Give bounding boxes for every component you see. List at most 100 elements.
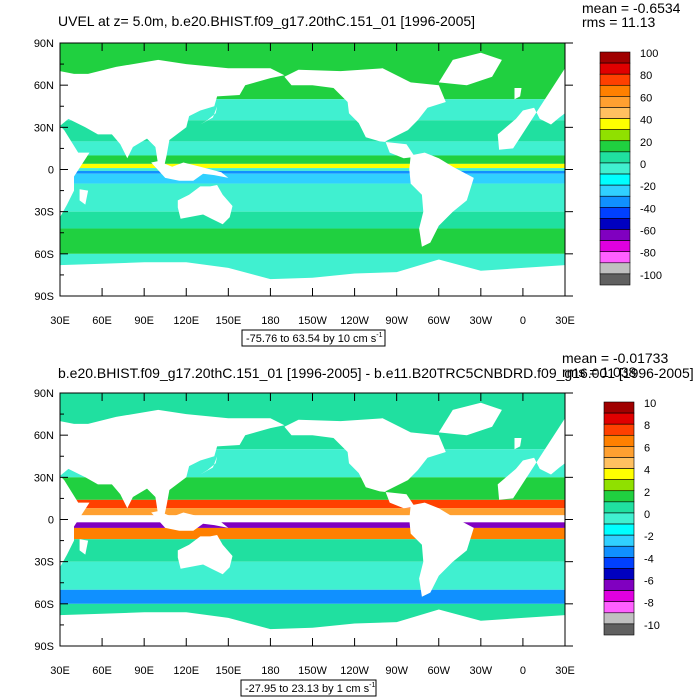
colorbar-swatch xyxy=(603,457,635,469)
land-mask xyxy=(60,259,565,296)
top-mean-label: mean = -0.6534 xyxy=(582,0,681,16)
land-mask xyxy=(177,185,233,225)
lon-tick-label: 60E xyxy=(92,665,112,677)
colorbar-label: 4 xyxy=(644,465,650,477)
bottom-range-label: -27.95 to 23.13 by 1 cm s-1 xyxy=(245,682,375,695)
colorbar-label: 8 xyxy=(644,420,650,432)
lon-tick-label: 60E xyxy=(92,315,112,327)
land-mask xyxy=(409,502,474,597)
lon-tick-label: 60W xyxy=(427,665,450,677)
field-band xyxy=(60,589,565,604)
colorbar-swatch xyxy=(603,423,635,436)
top-map-field xyxy=(59,42,566,297)
colorbar-label: 40 xyxy=(640,115,652,127)
lon-tick-label: 120E xyxy=(173,315,199,327)
colorbar-swatch xyxy=(599,173,631,186)
colorbar-swatch xyxy=(603,412,635,425)
lon-tick-label: 150W xyxy=(298,315,327,327)
bottom-map-title: b.e20.BHIST.f09_g17.20thC.151_01 [1996-2… xyxy=(58,365,694,381)
colorbar-swatch xyxy=(599,140,631,153)
bottom-colorbar: 10 8 6 4 2 0 -2 -4 -6 -8 -10 xyxy=(603,398,660,636)
colorbar-swatch xyxy=(599,51,631,64)
lat-tick-label: 90N xyxy=(34,38,54,50)
colorbar-swatch xyxy=(599,251,631,264)
colorbar-swatch xyxy=(603,601,635,614)
top-colorbar: 100 80 60 40 20 0 -20 -40 -60 -80 -100 xyxy=(599,48,662,286)
colorbar-swatch xyxy=(599,96,631,108)
bottom-range-box xyxy=(240,679,377,697)
lat-tick-label: 60S xyxy=(34,249,54,261)
colorbar-swatch xyxy=(603,623,635,636)
colorbar-label: -6 xyxy=(644,576,654,588)
colorbar-label: -20 xyxy=(640,181,656,193)
colorbar-swatch xyxy=(603,612,635,625)
lon-tick-label: 90E xyxy=(134,315,154,327)
lon-tick-label: 120W xyxy=(340,315,369,327)
colorbar-label: -8 xyxy=(644,598,654,610)
lon-tick-label: 30E xyxy=(50,665,70,677)
colorbar-swatch xyxy=(603,557,635,569)
field-band xyxy=(60,228,565,254)
colorbar-swatch xyxy=(603,501,635,514)
top-map-axes: 90N 60N 30N 0 30S 60S 90S 30E 60E 90E 120E 150E 180 1… xyxy=(34,38,575,327)
colorbar-swatch xyxy=(603,490,635,503)
colorbar-swatch xyxy=(599,129,631,142)
colorbar-swatch xyxy=(603,590,635,603)
bottom-map-field xyxy=(59,392,566,647)
colorbar-swatch xyxy=(603,523,635,536)
colorbar-swatch xyxy=(599,118,631,130)
colorbar-swatch xyxy=(599,84,631,97)
colorbar-swatch xyxy=(599,207,631,219)
colorbar-label: 0 xyxy=(644,509,650,521)
colorbar-label: -4 xyxy=(644,553,654,565)
colorbar-label: 2 xyxy=(644,487,650,499)
field-band xyxy=(60,141,565,156)
land-mask xyxy=(284,68,446,159)
colorbar-swatch xyxy=(603,468,635,480)
colorbar-swatch xyxy=(599,184,631,197)
land-mask xyxy=(497,418,565,500)
colorbar-swatch xyxy=(603,446,635,458)
lat-tick-label: 30N xyxy=(34,472,54,484)
lat-tick-label: 60N xyxy=(34,80,54,92)
lon-tick-label: 30E xyxy=(555,315,575,327)
lon-tick-label: 0 xyxy=(520,315,526,327)
lat-tick-label: 30N xyxy=(34,122,54,134)
colorbar-label: 10 xyxy=(644,398,656,410)
land-mask xyxy=(151,511,229,531)
lon-tick-label: 30E xyxy=(50,315,70,327)
field-band xyxy=(60,477,565,500)
bottom-map-panel: b.e20.BHIST.f09_g17.20thC.151_01 [1996-2… xyxy=(34,350,694,697)
colorbar-label: -80 xyxy=(640,248,656,260)
field-band xyxy=(60,539,565,562)
colorbar-label: -10 xyxy=(644,620,660,632)
land-mask xyxy=(409,152,474,247)
top-range-box xyxy=(241,329,386,347)
lat-tick-label: 90N xyxy=(34,388,54,400)
colorbar-label: -100 xyxy=(640,270,662,282)
colorbar-swatch xyxy=(599,107,631,119)
lat-tick-label: 30S xyxy=(34,557,54,569)
lon-tick-label: 150E xyxy=(215,665,241,677)
land-mask xyxy=(60,609,565,646)
colorbar-swatch xyxy=(599,262,631,275)
bottom-map-axes: 90N 60N 30N 0 30S 60S 90S 30E 60E 90E 120E 150E 180 1… xyxy=(34,388,575,677)
land-mask xyxy=(438,52,502,86)
colorbar-label: 0 xyxy=(640,159,646,171)
land-mask xyxy=(177,535,233,575)
field-band xyxy=(60,211,565,229)
lon-tick-label: 150E xyxy=(215,315,241,327)
top-rms-label: rms = 11.13 xyxy=(582,14,655,30)
bottom-rms-label: rms = 1.038 xyxy=(562,364,637,380)
lat-tick-label: 60S xyxy=(34,599,54,611)
colorbar-swatch xyxy=(599,151,631,164)
colorbar-swatch xyxy=(599,218,631,230)
field-band xyxy=(60,168,565,171)
colorbar-label: 20 xyxy=(640,137,652,149)
land-mask xyxy=(438,402,502,436)
field-band xyxy=(60,527,565,540)
colorbar-label: 80 xyxy=(640,70,652,82)
colorbar-label: -2 xyxy=(644,531,654,543)
land-mask xyxy=(60,409,285,519)
